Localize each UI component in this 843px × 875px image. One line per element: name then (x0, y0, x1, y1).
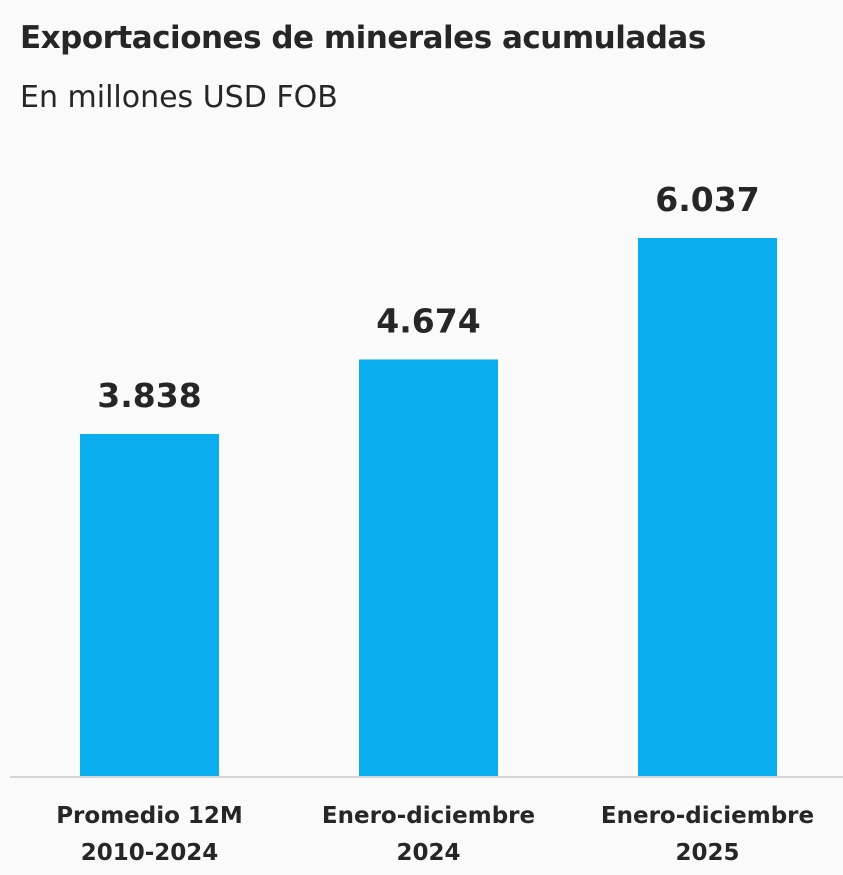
value-label: 3.838 (97, 376, 201, 415)
value-label: 6.037 (655, 180, 759, 219)
category-label: 2025 (675, 840, 739, 866)
category-label: Enero-diciembre (322, 803, 535, 829)
category-label: 2010-2024 (81, 840, 219, 866)
category-label: Enero-diciembre (601, 803, 814, 829)
category-label: Promedio 12M (56, 803, 243, 829)
category-label: 2024 (396, 840, 460, 866)
bar (638, 238, 777, 776)
chart-subtitle: En millones USD FOB (20, 80, 338, 115)
value-label: 4.674 (376, 301, 480, 340)
bar (359, 359, 498, 776)
bar (80, 433, 219, 776)
chart-title: Exportaciones de minerales acumuladas (20, 20, 706, 56)
